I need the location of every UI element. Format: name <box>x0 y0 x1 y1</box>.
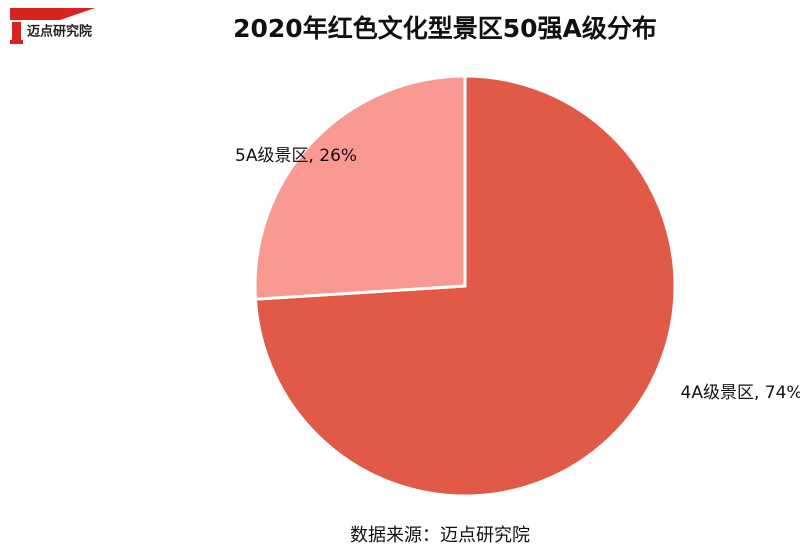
logo-base <box>10 40 23 44</box>
data-label: 4A级景区, 74% <box>681 383 800 403</box>
pie-slice <box>253 74 467 301</box>
logo-tower <box>12 22 21 42</box>
source: 数据来源：迈点研究院 <box>350 525 530 546</box>
pie: 4A级景区, 74% 5A级景区, 26% <box>235 74 800 498</box>
logo-text: 迈点研究院 <box>27 24 92 40</box>
data-label: 5A级景区, 26% <box>235 146 357 166</box>
chart-title: 2020年红色文化型景区50强A级分布 <box>233 14 657 43</box>
logo: 迈点研究院 <box>10 8 95 44</box>
logo-flag <box>10 8 95 20</box>
